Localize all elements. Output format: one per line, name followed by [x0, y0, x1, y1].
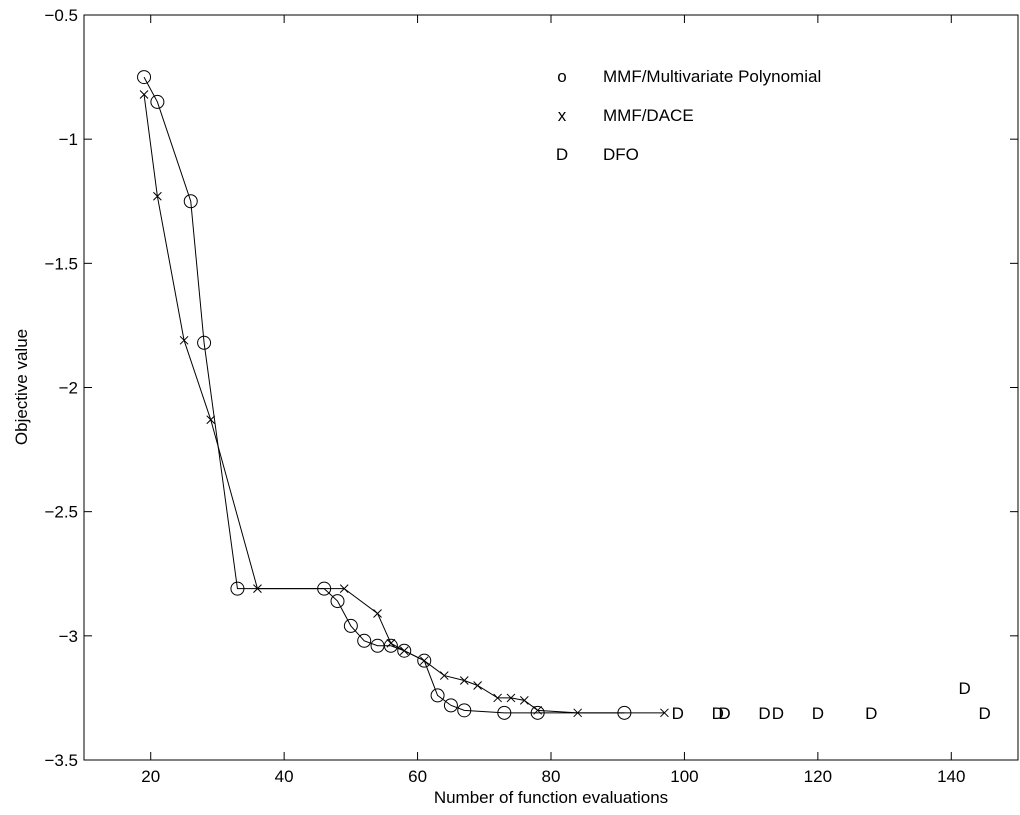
x-marker-stroke: [519, 696, 529, 705]
data-point: [530, 705, 545, 720]
x-tick-label: 20: [141, 767, 160, 786]
data-point: [357, 633, 372, 648]
legend-label: MMF/DACE: [603, 106, 694, 125]
x-marker-stroke: [533, 705, 543, 715]
data-point: [506, 693, 516, 703]
x-marker-stroke: [153, 191, 162, 201]
x-marker-stroke: [439, 671, 449, 680]
data-point: [373, 609, 382, 618]
data-point: [660, 708, 669, 718]
data-point: [139, 90, 149, 99]
data-point: D: [979, 704, 991, 723]
data-point: [533, 705, 543, 715]
x-marker-stroke: [253, 584, 262, 594]
data-point: [439, 671, 449, 680]
y-tick-label: −0.5: [44, 6, 78, 25]
data-point: [443, 698, 458, 713]
legend-marker: D: [556, 145, 568, 164]
data-point: [339, 584, 349, 594]
data-point: [179, 335, 189, 345]
data-point: [150, 94, 165, 109]
y-axis-label: Objective value: [12, 329, 31, 445]
legend-label: DFO: [603, 145, 639, 164]
y-tick-label: −2: [59, 379, 78, 398]
data-point: [183, 194, 198, 209]
data-point: [397, 643, 412, 658]
x-tick-label: 140: [937, 767, 965, 786]
series-layer: D DD D D D DDD: [137, 70, 991, 723]
series-line: [143, 94, 665, 714]
x-marker-stroke: [386, 638, 396, 648]
ticks: 20 40 60 80 100 120 140 −0.5 −1 −1.5 −2 −2.5 −3 −3.5: [44, 6, 1018, 786]
x-marker-stroke: [373, 609, 382, 618]
series-0: [137, 70, 632, 720]
x-marker-stroke: [399, 646, 409, 656]
x-tick-label: 60: [408, 767, 427, 786]
y-tick-label: −1: [59, 130, 78, 149]
data-point: D: [812, 704, 824, 723]
data-point: D: [718, 704, 730, 723]
x-tick-label: 120: [804, 767, 832, 786]
x-marker-stroke: [139, 90, 149, 99]
data-point: [253, 584, 262, 594]
data-point: D: [772, 704, 784, 723]
data-point: [519, 696, 529, 705]
x-axis-label: Number of function evaluations: [434, 788, 668, 807]
data-point: [419, 656, 429, 666]
data-point: [330, 594, 345, 609]
x-marker-stroke: [660, 708, 669, 718]
data-point: [137, 70, 152, 85]
x-tick-label: 100: [670, 767, 698, 786]
x-marker-stroke: [573, 708, 583, 718]
data-point: [383, 638, 398, 653]
x-marker-stroke: [179, 335, 189, 345]
x-marker-stroke: [206, 415, 216, 425]
series-2: D DD D D D DDD: [672, 679, 991, 723]
data-point: [197, 335, 212, 350]
data-point: [386, 638, 396, 648]
legend: o MMF/Multivariate Polynomial x MMF/DACE D DF…: [556, 67, 821, 164]
data-point: [430, 688, 445, 703]
data-point: [206, 415, 216, 425]
data-point: [417, 653, 432, 668]
data-point: [473, 681, 482, 690]
data-point: [497, 705, 512, 720]
x-tick-label: 80: [542, 767, 561, 786]
data-point: [343, 618, 358, 633]
x-marker-stroke: [339, 584, 349, 594]
data-point: D: [712, 704, 724, 723]
x-marker-stroke: [506, 693, 516, 703]
y-tick-label: −3: [59, 627, 78, 646]
y-tick-label: −2.5: [44, 503, 78, 522]
legend-marker: o: [557, 67, 566, 86]
data-point: D: [958, 679, 970, 698]
y-tick-label: −3.5: [44, 751, 78, 770]
data-point: D: [865, 704, 877, 723]
data-point: [573, 708, 583, 718]
data-point: [457, 703, 472, 718]
series-1: [139, 90, 669, 718]
y-tick-label: −1.5: [44, 254, 78, 273]
x-marker-stroke: [419, 656, 429, 666]
legend-marker: x: [558, 106, 567, 125]
data-point: [459, 676, 469, 685]
x-marker-stroke: [493, 693, 502, 703]
series-line: [143, 76, 625, 714]
data-point: [153, 191, 162, 201]
x-marker-stroke: [473, 681, 482, 690]
data-point: D: [758, 704, 770, 723]
legend-label: MMF/Multivariate Polynomial: [603, 67, 821, 86]
data-point: [493, 693, 502, 703]
x-marker-stroke: [459, 676, 469, 685]
data-point: [399, 646, 409, 656]
x-tick-label: 40: [275, 767, 294, 786]
data-point: D: [672, 704, 684, 723]
plot-frame: [83, 14, 1019, 761]
data-point: [230, 581, 245, 596]
